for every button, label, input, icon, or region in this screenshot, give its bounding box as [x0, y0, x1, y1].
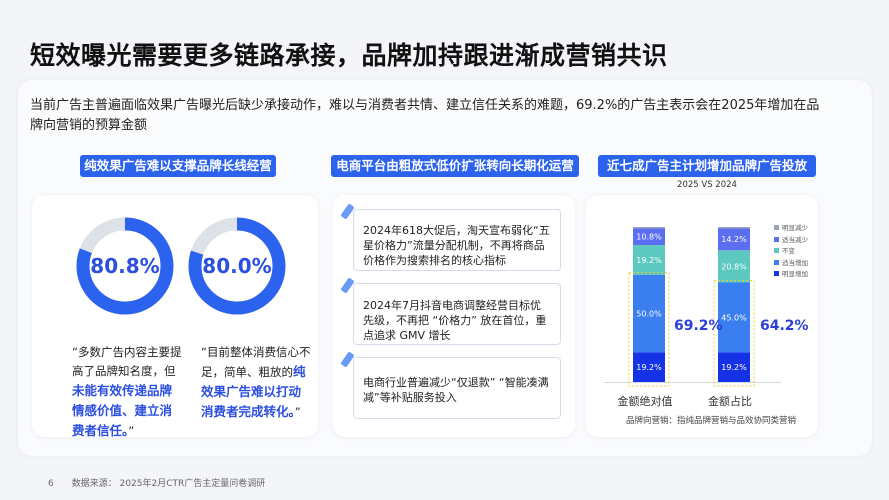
- legend-swatch: [774, 271, 779, 276]
- x-tick-label: 金额占比: [708, 395, 752, 408]
- legend-label: 明显减少: [782, 224, 808, 232]
- note-text: 2024年618大促后，淘天宣布弱化“五星价格力”流量分配机制，不再将商品价格作…: [363, 224, 550, 267]
- chart-subtitle: 2025 VS 2024: [677, 180, 737, 190]
- legend-swatch: [774, 225, 779, 230]
- column-header-3: 近七成广告主计划增加品牌广告投放: [598, 155, 816, 177]
- bar-segment: [718, 227, 750, 229]
- legend-swatch: [774, 248, 779, 253]
- intro-text: 当前广告主普遍面临效果广告曝光后缺少承接动作，难以与消费者共情、建立信任关系的难…: [30, 98, 820, 133]
- column-header-1: 纯效果广告难以支撑品牌长线经营: [80, 155, 276, 177]
- note-item: 2024年618大促后，淘天宣布弱化“五星价格力”流量分配机制，不再将商品价格作…: [340, 203, 561, 271]
- data-label: 19.2%: [636, 363, 662, 372]
- data-label: 10.8%: [636, 233, 662, 242]
- legend-label: 不变: [782, 247, 795, 255]
- note-item: 2024年7月抖音电商调整经营目标优先级，不再把 “价格力” 放在首位，重点追求…: [340, 277, 561, 345]
- highlight-box: [628, 272, 670, 387]
- x-tick-label: 金额绝对值: [617, 395, 673, 408]
- bar-segment: [633, 227, 665, 229]
- quote-2-highlight: 纯效果广告难以打动消费者完成转化。: [201, 364, 306, 419]
- legend-item: 明显减少: [774, 223, 808, 235]
- page-number: 6: [48, 479, 54, 489]
- legend-item: 不变: [774, 246, 808, 258]
- footer: 6 数据来源： 2025年2月CTR广告主定量问卷调研: [48, 476, 265, 489]
- stacked-bar-chart: 19.2% 50.0% 19.2% 10.8% 19.2% 45.0% 20.8% 14.2%: [604, 227, 781, 387]
- legend-swatch: [774, 236, 779, 242]
- bar-segment: [718, 228, 750, 251]
- donut-2-value: 80.0%: [202, 254, 272, 278]
- bar-segment: [633, 274, 665, 353]
- highlight-box: [713, 279, 755, 387]
- legend-swatch: [774, 259, 779, 265]
- quote-1: “多数广告内容主要提高了品牌知名度，但未能有效传递品牌情感价值、建立消费者信任。…: [72, 343, 182, 441]
- legend-label: 适当增加: [782, 258, 808, 267]
- total-label: 69.2%: [674, 318, 723, 334]
- total-label: 64.2%: [760, 318, 809, 334]
- chart-legend: 明显减少适当减少不变适当增加明显增加: [774, 223, 808, 281]
- column-header-2: 电商平台由粗放式低价扩张转向长期化运营: [331, 155, 579, 177]
- data-label: 14.2%: [721, 235, 747, 244]
- donut-arc: [188, 217, 286, 315]
- quote-1-highlight: 未能有效传递品牌情感价值、建立消费者信任。: [72, 383, 173, 438]
- legend-label: 明显增加: [782, 270, 808, 278]
- quote-1-end: ”: [128, 424, 135, 438]
- bar-segment: [633, 244, 665, 275]
- donut-1-value: 80.8%: [90, 254, 160, 278]
- quote-2-end: ”: [294, 405, 301, 419]
- legend-item: 适当减少: [774, 235, 808, 247]
- quote-2-text: “目前整体消费信心不足，简单、粗放的: [201, 345, 311, 379]
- legend-item: 适当增加: [774, 258, 808, 270]
- data-label: 19.2%: [721, 363, 747, 372]
- bar-segment: [633, 228, 665, 245]
- note-text: 2024年7月抖音电商调整经营目标优先级，不再把 “价格力” 放在首位，重点追求…: [363, 299, 547, 342]
- bar-segment: [633, 352, 665, 382]
- page-title: 短效曝光需要更多链路承接，品牌加持跟进渐成营销共识: [30, 41, 668, 70]
- quote-2: “目前整体消费信心不足，简单、粗放的纯效果广告难以打动消费者完成转化。”: [201, 343, 311, 422]
- data-label: 45.0%: [721, 313, 747, 322]
- legend-label: 适当减少: [782, 235, 808, 244]
- note-item: 电商行业普遍减少“仅退款” “智能凑满减”等补贴服务投入: [340, 351, 561, 419]
- note-text: 电商行业普遍减少“仅退款” “智能凑满减”等补贴服务投入: [363, 376, 549, 404]
- donut-arc: [76, 217, 174, 315]
- data-source: 数据来源： 2025年2月CTR广告主定量问卷调研: [71, 479, 266, 489]
- legend-item: 明显增加: [774, 269, 808, 281]
- bar-segment: [718, 250, 750, 283]
- data-label: 19.2%: [636, 256, 662, 265]
- chart-note: 品牌向营销：指纯品牌营销与品效协同类营销: [626, 416, 797, 426]
- quote-1-text: “多数广告内容主要提高了品牌知名度，但: [72, 345, 182, 378]
- data-label: 20.8%: [721, 262, 747, 271]
- bar-segment: [718, 352, 750, 382]
- bar-segment: [718, 282, 750, 353]
- chart-card: [586, 195, 818, 437]
- data-label: 50.0%: [636, 309, 662, 318]
